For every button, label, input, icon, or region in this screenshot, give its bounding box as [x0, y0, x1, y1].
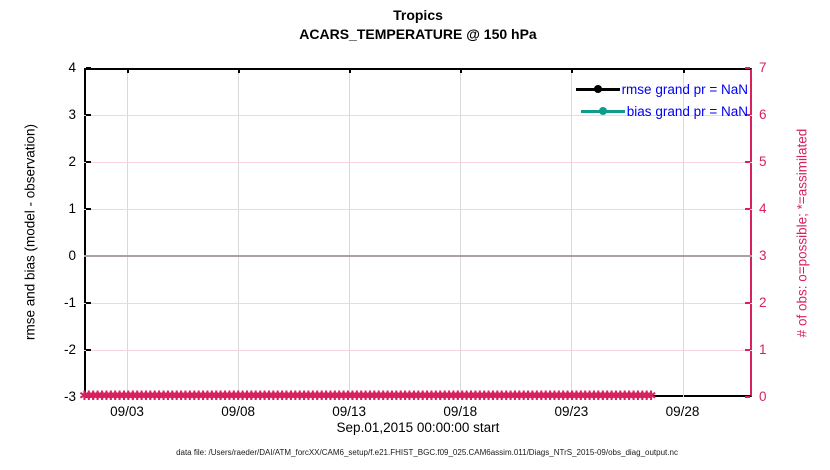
left-y-tick-label: -3: [63, 389, 76, 404]
right-axis-gridline: [84, 209, 752, 210]
x-tick-label: 09/03: [110, 404, 144, 419]
legend-label: bias grand pr = NaN: [626, 103, 748, 119]
x-tickmark: [460, 68, 463, 73]
plot-title-variable: ACARS_TEMPERATURE @ 150 hPa: [299, 26, 537, 42]
left-y-tickmark: [86, 396, 91, 398]
right-y-tick-label: 3: [759, 248, 767, 263]
right-axis-gridline: [84, 162, 752, 163]
left-y-tick-label: 4: [68, 60, 76, 75]
legend-marker-dot: [598, 107, 607, 115]
plot-title-region: Tropics: [393, 7, 443, 23]
left-y-tick-label: 0: [68, 248, 76, 263]
data-file-path: data file: /Users/raeder/DAI/ATM_forcXX/…: [176, 448, 678, 457]
legend-marker-dot: [593, 85, 602, 93]
left-y-tick-label: -2: [63, 342, 76, 357]
x-tick-label: 09/08: [221, 404, 255, 419]
x-gridline: [127, 68, 128, 397]
legend: rmse grand pr = NaN bias grand pr = NaN: [575, 78, 748, 122]
zero-reference-line: [84, 255, 752, 257]
right-y-tick-label: 5: [759, 154, 767, 169]
right-y-tick-label: 7: [759, 60, 767, 75]
left-y-tickmark: [86, 161, 91, 163]
legend-line-sample: [575, 84, 620, 94]
left-y-tickmark: [86, 208, 91, 210]
right-y-axis-label: # of obs: o=possible; *=assimilated: [794, 128, 810, 338]
x-gridline: [682, 68, 684, 397]
assimilated-obs-marker-band: ✱✱✱✱✱✱✱✱✱✱✱✱✱✱✱✱✱✱✱✱✱✱✱✱✱✱✱✱✱✱✱✱✱✱✱✱✱✱✱✱…: [79, 390, 657, 404]
x-axis-label: Sep.01,2015 00:00:00 start: [336, 420, 500, 435]
x-tick-label: 09/13: [332, 404, 367, 419]
left-y-tickmark: [86, 114, 91, 116]
left-y-tickmark: [86, 67, 91, 69]
x-tickmark: [127, 68, 129, 73]
right-y-tickmark: [745, 161, 750, 163]
right-axis-gridline: [84, 115, 752, 116]
right-y-tickmark: [745, 302, 750, 304]
legend-entry: rmse grand pr = NaN: [575, 78, 748, 100]
right-y-tickmark: [745, 396, 750, 398]
x-gridline: [571, 68, 573, 397]
left-y-tickmark: [86, 349, 91, 351]
legend-line-sample: [580, 106, 625, 116]
left-y-tick-label: 3: [68, 107, 76, 122]
right-y-tickmark: [745, 349, 750, 351]
left-y-tick-label: -1: [63, 295, 76, 310]
left-y-tickmark: [86, 302, 91, 304]
right-y-tick-label: 4: [759, 201, 767, 216]
right-y-tickmark: [745, 67, 750, 69]
left-y-axis-label: rmse and bias (model - observation): [22, 123, 38, 341]
right-axis-gridline: [84, 303, 752, 304]
plot-area: [84, 68, 752, 397]
left-y-tick-label: 1: [68, 201, 76, 216]
x-tickmark: [571, 68, 574, 73]
x-gridline: [238, 68, 240, 397]
x-tick-label: 09/18: [443, 404, 478, 419]
right-y-tick-label: 1: [759, 342, 767, 357]
legend-entry: bias grand pr = NaN: [576, 100, 748, 122]
legend-label: rmse grand pr = NaN: [621, 81, 748, 97]
x-tick-label: 09/28: [665, 404, 700, 419]
right-y-tickmark: [745, 114, 750, 116]
x-gridline: [460, 68, 462, 397]
right-y-tick-label: 0: [759, 389, 767, 404]
x-tickmark: [682, 68, 685, 73]
left-y-tick-label: 2: [68, 154, 76, 169]
right-y-tickmark: [745, 208, 750, 210]
right-axis-gridline: [84, 350, 752, 351]
x-tickmark: [349, 68, 352, 73]
x-tick-label: 09/23: [554, 404, 589, 419]
x-tickmark: [238, 68, 241, 73]
x-gridline: [349, 68, 351, 397]
right-y-tick-label: 2: [759, 295, 767, 310]
right-y-tick-label: 6: [759, 107, 767, 122]
